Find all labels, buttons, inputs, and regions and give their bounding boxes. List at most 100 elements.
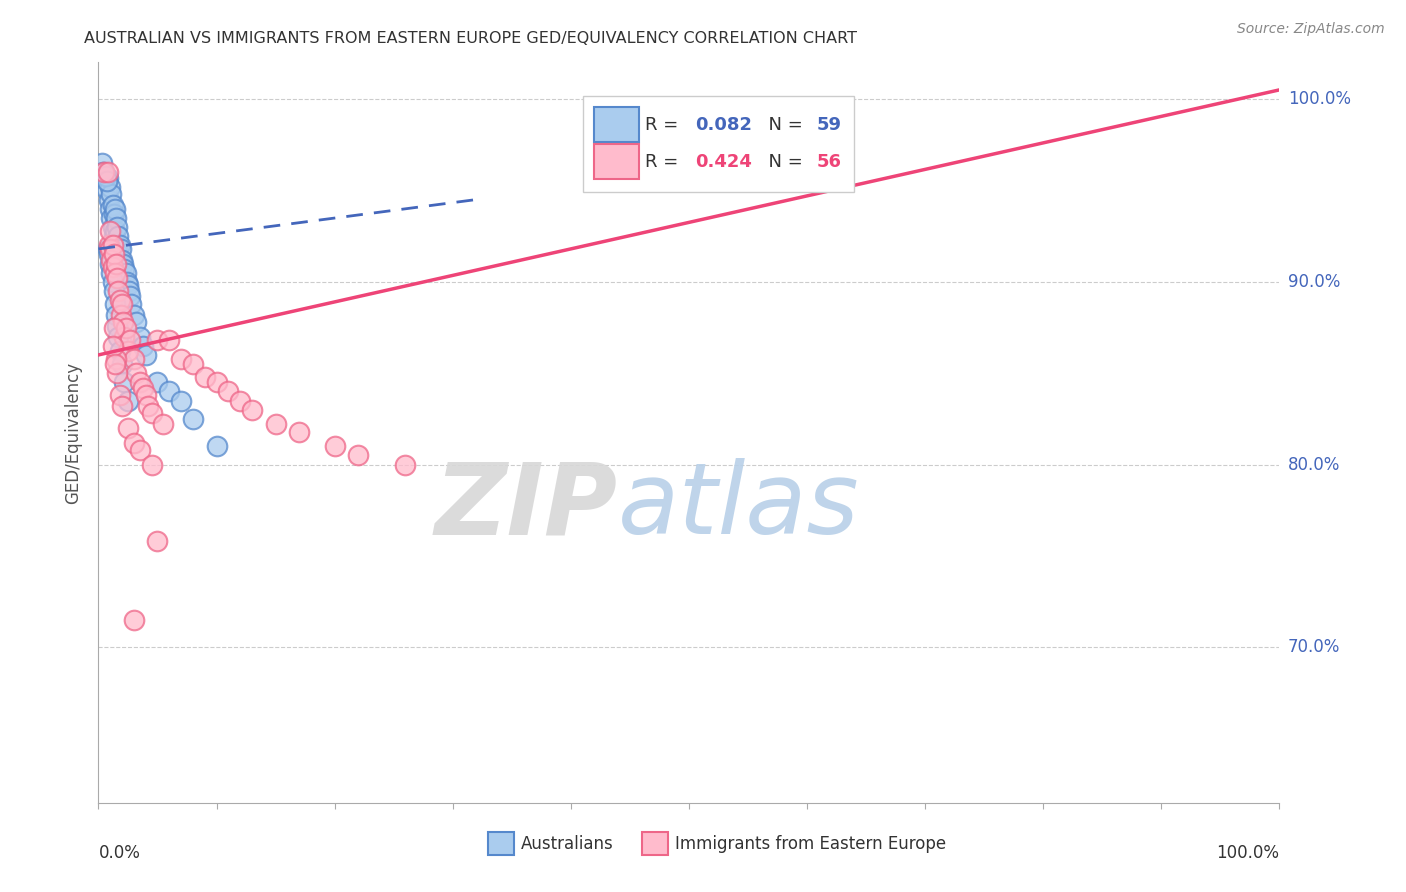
Point bbox=[112, 262, 135, 277]
Point bbox=[394, 458, 416, 472]
Point bbox=[98, 247, 121, 261]
Point bbox=[229, 393, 252, 408]
Point bbox=[105, 211, 128, 225]
Point bbox=[91, 165, 114, 179]
Text: 100.0%: 100.0% bbox=[1288, 90, 1351, 108]
Point bbox=[125, 315, 148, 329]
Text: 80.0%: 80.0% bbox=[1288, 456, 1340, 474]
Point bbox=[105, 219, 128, 234]
Text: 70.0%: 70.0% bbox=[1288, 639, 1340, 657]
Point bbox=[108, 388, 131, 402]
Point bbox=[91, 156, 114, 170]
Point bbox=[205, 439, 228, 453]
Point bbox=[128, 329, 150, 343]
Text: N =: N = bbox=[758, 153, 808, 170]
Point bbox=[122, 308, 145, 322]
Point bbox=[288, 425, 311, 439]
Text: ZIP: ZIP bbox=[434, 458, 619, 555]
Point bbox=[120, 289, 142, 303]
Point bbox=[128, 442, 150, 457]
Point bbox=[105, 366, 128, 380]
Point bbox=[118, 284, 141, 298]
Point bbox=[93, 165, 115, 179]
Text: 56: 56 bbox=[817, 153, 842, 170]
Point bbox=[100, 187, 122, 202]
Point bbox=[110, 308, 132, 322]
Point bbox=[181, 412, 204, 426]
Point bbox=[114, 320, 136, 334]
Point bbox=[240, 402, 263, 417]
Point bbox=[98, 242, 121, 256]
Point bbox=[136, 399, 159, 413]
FancyBboxPatch shape bbox=[595, 144, 640, 179]
Point bbox=[170, 393, 193, 408]
Point bbox=[112, 315, 135, 329]
Text: AUSTRALIAN VS IMMIGRANTS FROM EASTERN EUROPE GED/EQUIVALENCY CORRELATION CHART: AUSTRALIAN VS IMMIGRANTS FROM EASTERN EU… bbox=[84, 31, 858, 46]
Point bbox=[120, 334, 142, 348]
Point bbox=[112, 376, 135, 390]
Point bbox=[104, 202, 127, 216]
Point bbox=[100, 252, 122, 267]
Point bbox=[132, 381, 155, 395]
Point bbox=[108, 344, 131, 359]
Point bbox=[132, 339, 155, 353]
Point bbox=[115, 275, 138, 289]
Point bbox=[96, 174, 118, 188]
Point bbox=[108, 252, 131, 267]
Text: N =: N = bbox=[758, 116, 808, 134]
Text: 0.0%: 0.0% bbox=[98, 844, 141, 862]
Point bbox=[105, 318, 128, 333]
Point bbox=[135, 348, 157, 362]
Point bbox=[107, 284, 129, 298]
Text: 0.082: 0.082 bbox=[695, 116, 752, 134]
Point bbox=[103, 229, 125, 244]
Point bbox=[170, 351, 193, 366]
Point bbox=[122, 351, 145, 366]
Point bbox=[135, 388, 157, 402]
Point bbox=[121, 297, 143, 311]
Point bbox=[347, 449, 370, 463]
Text: R =: R = bbox=[645, 153, 685, 170]
Point bbox=[104, 224, 127, 238]
Text: Australians: Australians bbox=[522, 835, 614, 853]
Point bbox=[122, 613, 145, 627]
Point bbox=[101, 339, 124, 353]
Point bbox=[104, 357, 127, 371]
Point bbox=[152, 417, 174, 432]
Y-axis label: GED/Equivalency: GED/Equivalency bbox=[65, 361, 83, 504]
Point bbox=[146, 376, 169, 390]
Point bbox=[98, 224, 121, 238]
Point bbox=[117, 421, 139, 435]
Point bbox=[217, 384, 239, 399]
Text: Immigrants from Eastern Europe: Immigrants from Eastern Europe bbox=[675, 835, 946, 853]
Point bbox=[103, 284, 125, 298]
Point bbox=[97, 242, 120, 256]
Point bbox=[107, 229, 129, 244]
Point bbox=[107, 329, 129, 343]
Point bbox=[105, 242, 128, 256]
Point bbox=[117, 393, 139, 408]
Point bbox=[181, 357, 204, 371]
Point bbox=[111, 357, 134, 371]
Point bbox=[157, 384, 180, 399]
Point bbox=[141, 458, 163, 472]
Point bbox=[98, 256, 121, 270]
Point bbox=[111, 399, 134, 413]
Point bbox=[105, 351, 128, 366]
Text: 90.0%: 90.0% bbox=[1288, 273, 1340, 291]
Point bbox=[101, 219, 124, 234]
Text: R =: R = bbox=[645, 116, 685, 134]
Text: 100.0%: 100.0% bbox=[1216, 844, 1279, 862]
Point bbox=[97, 165, 120, 179]
Point bbox=[112, 256, 135, 270]
Point bbox=[111, 297, 134, 311]
Text: 0.424: 0.424 bbox=[695, 153, 752, 170]
Point bbox=[98, 193, 121, 207]
Point bbox=[105, 308, 128, 322]
Point bbox=[105, 271, 128, 285]
Point bbox=[141, 406, 163, 420]
Point bbox=[104, 297, 127, 311]
Point bbox=[157, 334, 180, 348]
Point bbox=[128, 376, 150, 390]
Point bbox=[205, 376, 228, 390]
